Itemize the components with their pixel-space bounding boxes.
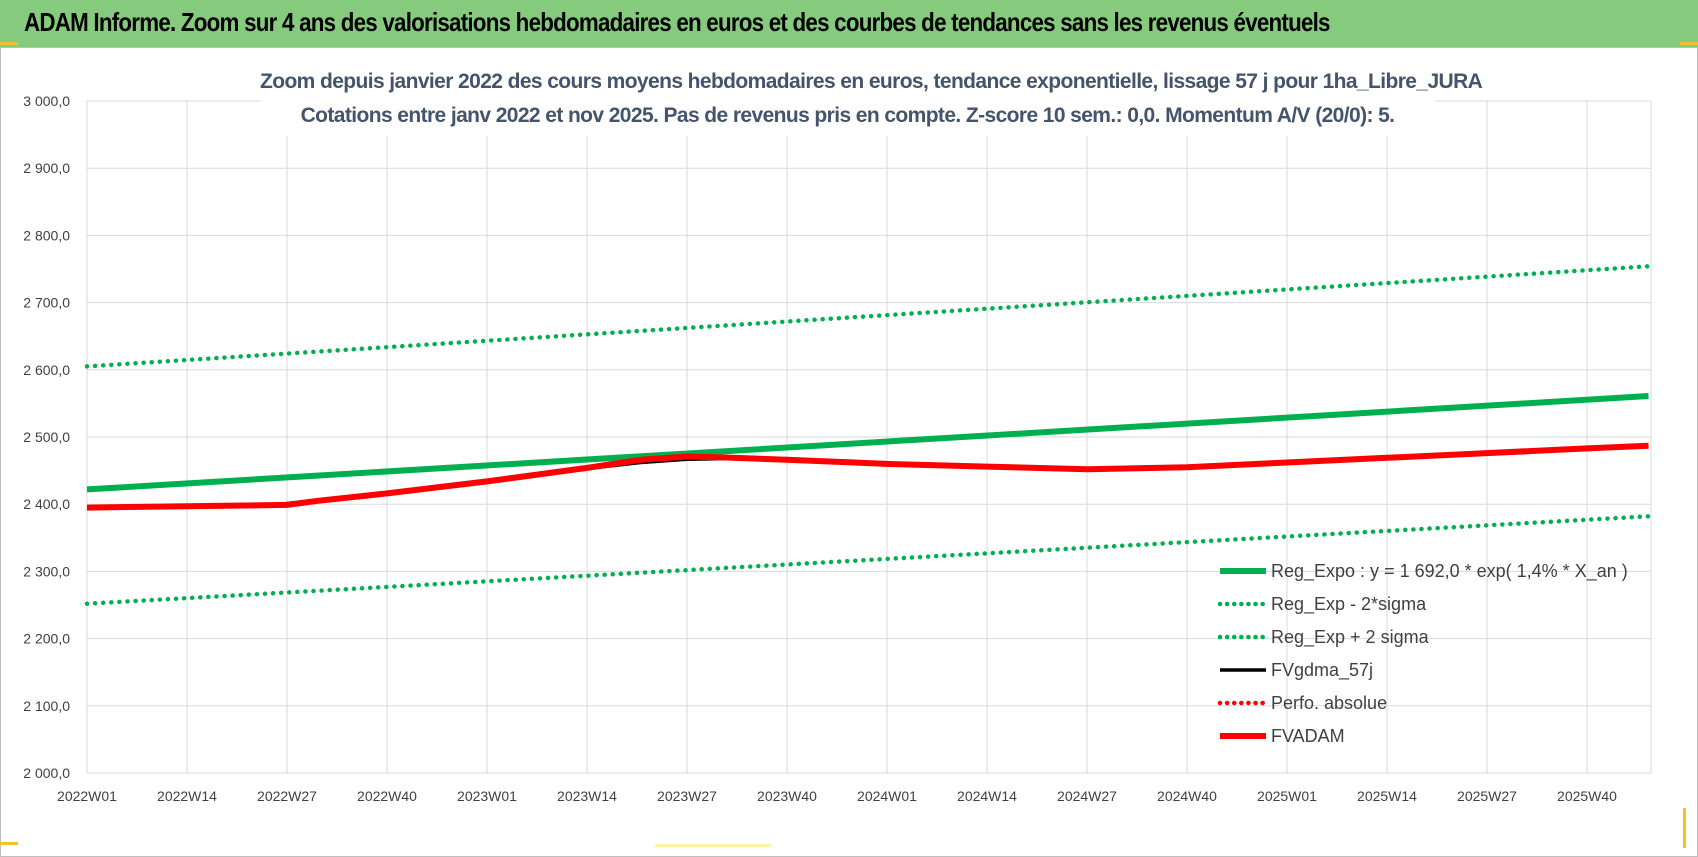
x-tick-label: 2022W40	[357, 788, 417, 804]
gridlines	[86, 100, 1652, 774]
y-tick-label: 2 900,0	[23, 160, 70, 176]
y-axis-tick-labels: 2 000,0 2 100,0 2 200,0 2 300,0 2 400,0 2 500…	[23, 93, 70, 781]
legend-label-2: Reg_Exp + 2 sigma	[1271, 627, 1430, 648]
header-banner: ADAM Informe. Zoom sur 4 ans des valoris…	[0, 0, 1698, 47]
chart-title-line1: Zoom depuis janvier 2022 des cours moyen…	[260, 70, 1483, 93]
legend-label-0: Reg_Expo : y = 1 692,0 * exp( 1,4% * X_a…	[1271, 561, 1628, 582]
series-line-2	[84, 264, 1651, 369]
legend: Reg_Expo : y = 1 692,0 * exp( 1,4% * X_a…	[1217, 561, 1628, 746]
x-tick-label: 2025W27	[1457, 788, 1517, 804]
y-tick-label: 2 300,0	[23, 563, 70, 579]
x-tick-label: 2022W14	[157, 788, 217, 804]
legend-label-3: FVgdma_57j	[1271, 660, 1373, 681]
chart-title-box: Zoom depuis janvier 2022 des cours moyen…	[260, 64, 1483, 136]
x-tick-label: 2025W40	[1557, 788, 1617, 804]
legend-label-5: FVADAM	[1271, 726, 1345, 746]
corner-marker-top-left	[0, 42, 18, 45]
selection-handle	[655, 844, 771, 847]
y-tick-label: 2 000,0	[23, 765, 70, 781]
y-tick-label: 2 600,0	[23, 362, 70, 378]
x-tick-label: 2022W27	[257, 788, 317, 804]
x-tick-label: 2024W40	[1157, 788, 1217, 804]
x-tick-label: 2024W01	[857, 788, 917, 804]
x-tick-label: 2025W01	[1257, 788, 1317, 804]
y-tick-label: 2 100,0	[23, 698, 70, 714]
legend-label-4: Perfo. absolue	[1271, 693, 1387, 713]
corner-marker-top-right	[1680, 42, 1698, 45]
chart-frame	[0, 47, 1698, 857]
series-line-5	[86, 442, 1649, 511]
x-tick-label: 2022W01	[57, 788, 117, 804]
y-tick-label: 3 000,0	[23, 93, 70, 109]
x-tick-label: 2024W14	[957, 788, 1017, 804]
x-tick-label: 2023W14	[557, 788, 617, 804]
y-tick-label: 2 800,0	[23, 227, 70, 243]
banner-title: ADAM Informe. Zoom sur 4 ans des valoris…	[24, 7, 1330, 37]
x-tick-label: 2024W27	[1057, 788, 1117, 804]
x-tick-label: 2023W40	[757, 788, 817, 804]
corner-marker-bottom-left	[0, 842, 18, 845]
series-line-1	[84, 514, 1651, 606]
corner-marker-bottom-right	[1683, 808, 1686, 848]
chart-title-line2: Cotations entre janv 2022 et nov 2025. P…	[300, 104, 1395, 127]
x-tick-label: 2023W27	[657, 788, 717, 804]
y-tick-label: 2 200,0	[23, 631, 70, 647]
series-line-0	[86, 393, 1649, 493]
y-tick-label: 2 700,0	[23, 295, 70, 311]
series-lines	[84, 264, 1651, 606]
x-axis-tick-labels: 2022W01 2022W14 2022W27 2022W40 2023W01 2023W…	[57, 788, 1617, 804]
x-tick-label: 2025W14	[1357, 788, 1417, 804]
x-tick-label: 2023W01	[457, 788, 517, 804]
legend-label-1: Reg_Exp - 2*sigma	[1271, 594, 1427, 615]
y-tick-label: 2 400,0	[23, 496, 70, 512]
y-tick-label: 2 500,0	[23, 429, 70, 445]
